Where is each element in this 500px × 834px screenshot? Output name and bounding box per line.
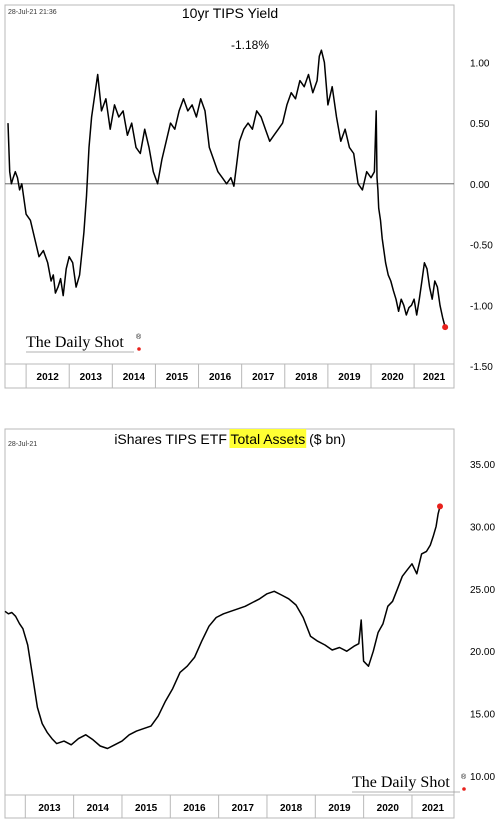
- brand-dot: [137, 347, 141, 351]
- plot-frame: [4, 4, 455, 389]
- tips-yield-chart: 28-Jul-21 21:36 10yr TIPS Yield -1.18% 1…: [0, 0, 500, 410]
- x-tick-label: 2014: [123, 372, 146, 383]
- x-tick-label: 2012: [37, 372, 60, 383]
- x-tick-label: 2017: [232, 803, 255, 814]
- y-tick-label: 20.00: [470, 647, 495, 658]
- x-tick-label: 2019: [328, 803, 351, 814]
- y-tick-label: 30.00: [470, 522, 495, 533]
- title-part: iShares TIPS ETF: [114, 431, 230, 447]
- x-tick-label: 2018: [295, 372, 318, 383]
- timestamp: 28-Jul-21: [8, 441, 37, 448]
- y-axis: 1.00 0.50 0.00 -0.50 -1.00 -1.50: [470, 58, 493, 373]
- title-highlight-box: [229, 429, 307, 448]
- x-tick-label: 2017: [252, 372, 275, 383]
- yield-line: [7, 49, 446, 328]
- brand-logo: The Daily Shot ®: [352, 773, 467, 793]
- y-tick-label: 15.00: [470, 710, 495, 721]
- chart-title: 10yr TIPS Yield: [182, 5, 278, 21]
- brand-logo: The Daily Shot ®: [26, 333, 142, 353]
- plot-frame: [4, 428, 455, 819]
- tips-yield-svg: 28-Jul-21 21:36 10yr TIPS Yield -1.18% 1…: [4, 4, 493, 389]
- y-tick-label: -1.00: [470, 301, 493, 312]
- x-axis: 2013 2014 2015 2016 2017 2018 2019 2020 2021: [5, 794, 454, 818]
- x-tick-label: 2013: [80, 372, 103, 383]
- assets-line: [4, 506, 441, 750]
- y-tick-label: -1.50: [470, 362, 493, 373]
- y-tick-label: 35.00: [470, 460, 495, 471]
- x-tick-label: 2018: [280, 803, 303, 814]
- brand-text: The Daily Shot: [352, 774, 450, 791]
- x-tick-label: 2014: [87, 803, 110, 814]
- x-tick-label: 2016: [209, 372, 232, 383]
- last-value-label: -1.18%: [231, 38, 269, 52]
- y-tick-label: 10.00: [470, 772, 495, 783]
- y-tick-label: -0.50: [470, 241, 493, 252]
- y-tick-label: 0.50: [470, 119, 490, 130]
- brand-dot: [462, 787, 466, 791]
- brand-mark: ®: [136, 333, 142, 341]
- x-tick-label: 2015: [166, 372, 189, 383]
- tips-etf-assets-chart: 28-Jul-21 iShares TIPS ETF Total Assets …: [0, 424, 500, 834]
- x-tick-label: 2013: [38, 803, 61, 814]
- y-tick-label: 1.00: [470, 58, 490, 69]
- y-tick-label: 0.00: [470, 180, 490, 191]
- title-suffix: ($ bn): [305, 431, 345, 447]
- x-tick-label: 2020: [381, 372, 404, 383]
- timestamp: 28-Jul-21 21:36: [8, 9, 57, 16]
- x-tick-label: 2020: [377, 803, 400, 814]
- last-point-marker: [442, 324, 449, 331]
- last-point-marker: [437, 503, 443, 510]
- svg-text:iShares TIPS ETF Total Assets: iShares TIPS ETF Total Assets ($ bn): [114, 431, 345, 447]
- title-highlight: Total Assets: [231, 431, 306, 447]
- brand-mark: ®: [461, 773, 467, 781]
- x-tick-label: 2016: [183, 803, 206, 814]
- y-axis: 35.00 30.00 25.00 20.00 15.00 10.00: [470, 460, 495, 783]
- x-tick-label: 2021: [422, 803, 445, 814]
- chart-title: iShares TIPS ETF Total Assets ($ bn): [114, 429, 346, 448]
- x-axis: 2012 2013 2014 2015 2016 2017 2018 2019 2020 2021: [5, 363, 454, 388]
- tips-etf-svg: 28-Jul-21 iShares TIPS ETF Total Assets …: [4, 428, 495, 819]
- y-tick-label: 25.00: [470, 585, 495, 596]
- x-tick-label: 2019: [338, 372, 361, 383]
- brand-text: The Daily Shot: [26, 334, 124, 351]
- x-tick-label: 2021: [423, 372, 446, 383]
- x-tick-label: 2015: [135, 803, 158, 814]
